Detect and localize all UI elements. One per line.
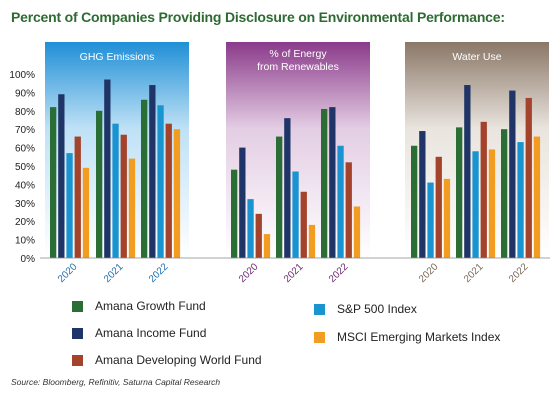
- bar: [308, 224, 316, 258]
- legend-swatch: [314, 303, 325, 315]
- bar: [239, 147, 246, 258]
- bar: [112, 123, 119, 259]
- panel-title: from Renewables: [257, 61, 339, 73]
- bar: [149, 85, 156, 258]
- x-tick-label: 2022: [147, 261, 171, 285]
- bar: [276, 136, 283, 258]
- panel-title: % of Energy: [269, 48, 327, 60]
- bar: [300, 191, 307, 258]
- legend-item-msci-emerging-markets-index: MSCI Emerging Markets Index: [314, 330, 500, 344]
- y-tick-label: 50%: [15, 162, 35, 173]
- x-tick-label: 2021: [462, 261, 486, 285]
- bar: [231, 169, 238, 258]
- legend-item-sp-500-index: S&P 500 Index: [314, 302, 417, 316]
- bar: [517, 142, 524, 258]
- y-tick-label: 40%: [15, 180, 35, 191]
- x-tick-label: 2021: [282, 261, 306, 285]
- legend-label: MSCI Emerging Markets Index: [337, 330, 501, 344]
- bar: [96, 110, 103, 258]
- bar: [353, 206, 361, 258]
- bar: [435, 156, 442, 258]
- legend-swatch: [72, 300, 83, 312]
- bar: [120, 134, 127, 258]
- bar: [411, 145, 418, 258]
- bar: [525, 97, 532, 258]
- y-tick-label: 30%: [15, 199, 35, 210]
- panel-title: GHG Emissions: [80, 51, 155, 63]
- bar: [263, 234, 271, 258]
- bar: [292, 171, 299, 258]
- x-tick-label: 2020: [237, 261, 261, 285]
- bar: [456, 127, 463, 258]
- legend-label: Amana Income Fund: [95, 326, 207, 340]
- bar: [488, 149, 496, 258]
- panel-title: Water Use: [452, 51, 501, 63]
- bar: [173, 129, 181, 258]
- bar: [104, 79, 111, 259]
- bar: [50, 107, 57, 259]
- bar: [472, 151, 479, 258]
- bar: [165, 123, 172, 259]
- bar: [533, 136, 541, 258]
- y-tick-label: 60%: [15, 144, 35, 155]
- y-tick-label: 90%: [15, 88, 35, 99]
- legend-item-amana-developing-world-fund: Amana Developing World Fund: [72, 353, 262, 367]
- y-tick-label: 0%: [21, 254, 36, 265]
- x-tick-label: 2022: [507, 261, 531, 285]
- legend-label: S&P 500 Index: [337, 302, 417, 316]
- source-note: Source: Bloomberg, Refinitiv, Saturna Ca…: [11, 377, 221, 387]
- legend-swatch: [314, 331, 325, 343]
- y-tick-label: 80%: [15, 107, 35, 118]
- bar: [345, 162, 352, 258]
- bar: [157, 105, 164, 258]
- x-tick-label: 2020: [417, 261, 441, 285]
- legend-item-amana-growth-fund: Amana Growth Fund: [72, 299, 206, 313]
- bar: [501, 129, 508, 258]
- legend-item-amana-income-fund: Amana Income Fund: [72, 326, 206, 340]
- y-tick-label: 100%: [9, 70, 35, 81]
- bar: [509, 90, 516, 258]
- y-tick-label: 20%: [15, 217, 35, 228]
- bar: [443, 178, 451, 258]
- bar: [337, 145, 344, 258]
- bar: [247, 199, 254, 258]
- bar: [427, 182, 434, 258]
- bar: [480, 121, 487, 258]
- bar: [74, 136, 81, 258]
- legend-swatch: [72, 354, 83, 366]
- bar: [66, 153, 73, 258]
- bar: [329, 107, 336, 259]
- bar: [321, 108, 328, 259]
- bar: [284, 118, 291, 258]
- legend-label: Amana Growth Fund: [95, 299, 206, 313]
- bar: [255, 213, 262, 258]
- x-tick-label: 2021: [102, 261, 126, 285]
- legend-label: Amana Developing World Fund: [95, 353, 262, 367]
- bar: [82, 167, 90, 258]
- bar: [128, 158, 136, 258]
- chart-title: Percent of Companies Providing Disclosur…: [11, 9, 505, 25]
- y-tick-label: 70%: [15, 125, 35, 136]
- bar: [464, 85, 471, 258]
- x-tick-label: 2022: [327, 261, 351, 285]
- bar: [58, 94, 65, 259]
- y-tick-label: 10%: [15, 236, 35, 247]
- bar: [141, 99, 148, 258]
- legend-swatch: [72, 327, 83, 339]
- x-tick-label: 2020: [56, 261, 80, 285]
- bar: [419, 131, 426, 258]
